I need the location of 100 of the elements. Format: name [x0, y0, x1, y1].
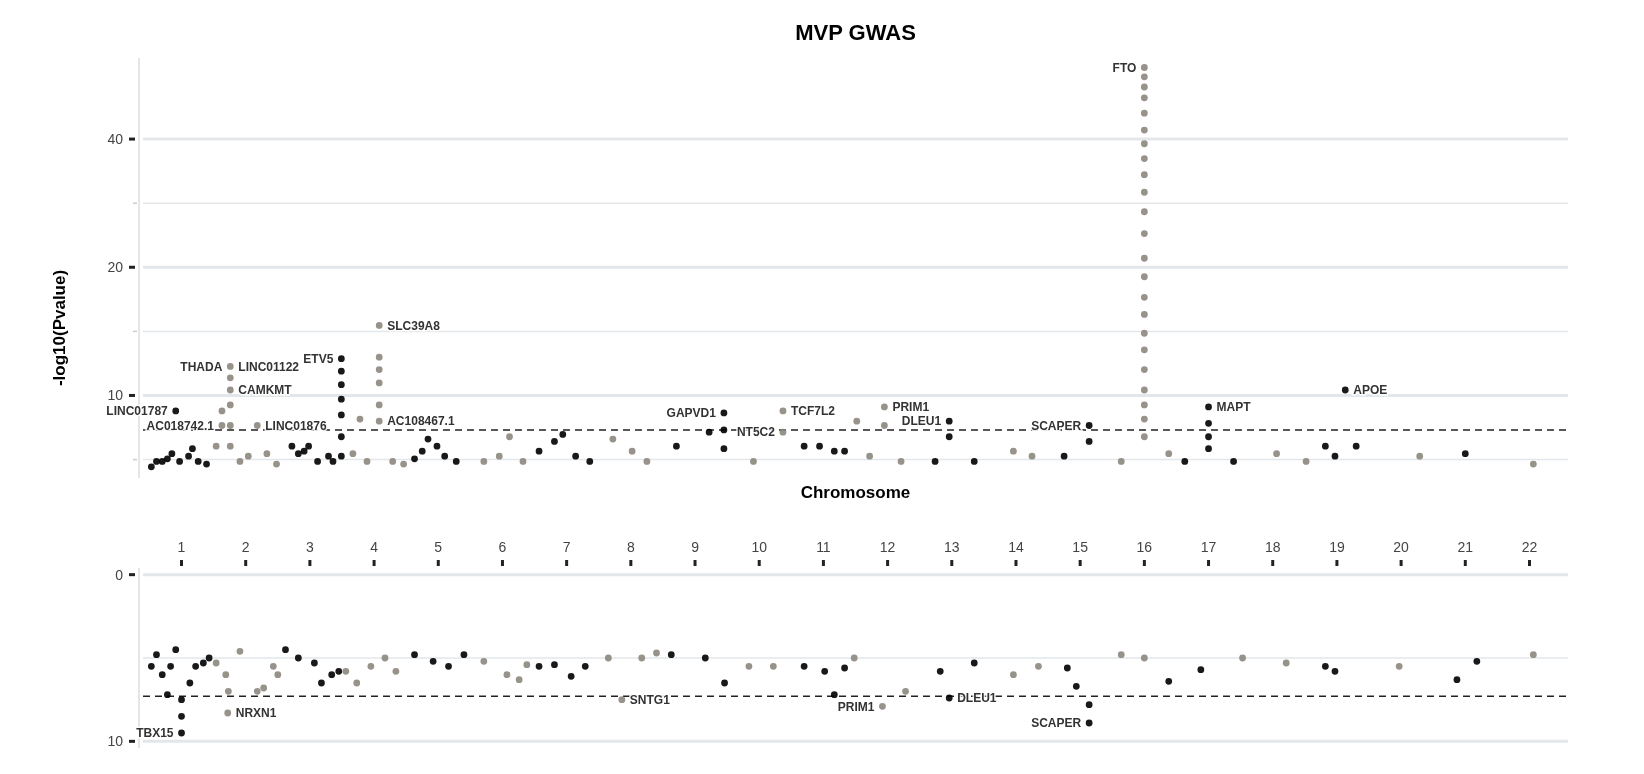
- point: [551, 661, 558, 669]
- x-tick-label: 13: [943, 539, 960, 555]
- point: [353, 679, 361, 687]
- x-axis-title: Chromosome: [800, 483, 911, 502]
- point: [667, 651, 675, 659]
- point: [212, 659, 220, 667]
- point: [1035, 662, 1042, 670]
- x-tick-label: 21: [1457, 539, 1474, 555]
- y-tick-label: 40: [107, 130, 124, 147]
- x-tick-label: 15: [1072, 539, 1089, 555]
- point: [1010, 671, 1017, 679]
- annotation: ETV5: [303, 351, 334, 366]
- x-tick-label: 10: [751, 539, 768, 555]
- point: [769, 662, 777, 670]
- point: [224, 709, 232, 717]
- point: [721, 679, 728, 687]
- point: [147, 662, 155, 670]
- point: [172, 646, 180, 654]
- annotation: CAMKMT: [238, 383, 293, 398]
- point: [411, 651, 418, 659]
- point: [480, 657, 488, 665]
- x-tick-label: 18: [1264, 539, 1281, 555]
- x-tick-label: 17: [1200, 539, 1217, 555]
- point: [236, 647, 244, 655]
- point: [274, 671, 282, 679]
- annotation: DLEU1: [901, 414, 942, 429]
- point: [429, 657, 437, 665]
- point: [167, 662, 174, 670]
- chart-title: MVP GWAS: [795, 20, 916, 45]
- y-tick-label: 0: [115, 566, 124, 583]
- point: [178, 696, 185, 704]
- annotation: LINC01122: [238, 359, 300, 374]
- annotation: LINC01787: [106, 404, 169, 419]
- point: [653, 649, 660, 657]
- x-tick-label: 6: [498, 539, 507, 555]
- point: [701, 654, 709, 662]
- point: [567, 672, 575, 680]
- x-tick-label: 9: [691, 539, 700, 555]
- point: [294, 654, 302, 662]
- point: [879, 702, 886, 710]
- annotation: SNTG1: [629, 692, 671, 707]
- point: [535, 662, 543, 670]
- point: [1063, 664, 1071, 672]
- x-tick-label: 3: [305, 539, 314, 555]
- x-tick-label: 5: [434, 539, 443, 555]
- point: [342, 667, 350, 675]
- annotation: SLC39A8: [387, 318, 441, 333]
- point: [821, 667, 829, 675]
- point: [318, 679, 325, 687]
- point: [1453, 676, 1461, 684]
- point: [1321, 662, 1329, 670]
- x-tick-label: 22: [1521, 539, 1538, 555]
- point: [158, 671, 166, 679]
- x-tick-label: 2: [241, 539, 250, 555]
- point: [186, 679, 194, 687]
- point: [936, 667, 944, 675]
- point: [1395, 662, 1403, 670]
- y-tick-label: 10: [107, 387, 124, 404]
- point: [260, 684, 268, 692]
- point: [604, 654, 612, 662]
- annotation: PRIM1: [892, 400, 930, 415]
- point: [163, 691, 171, 699]
- point: [1165, 677, 1173, 685]
- x-tick-label: 7: [562, 539, 571, 555]
- point: [945, 694, 953, 702]
- x-tick-label: 19: [1329, 539, 1345, 555]
- x-tick-label: 14: [1008, 539, 1024, 555]
- point: [392, 667, 400, 675]
- point: [1197, 666, 1205, 674]
- y-tick-label: 20: [107, 259, 124, 276]
- point: [1529, 651, 1537, 659]
- point: [1473, 657, 1481, 665]
- point: [841, 664, 848, 672]
- point: [745, 662, 753, 670]
- point: [1239, 654, 1246, 662]
- point: [445, 662, 452, 670]
- point: [153, 651, 160, 659]
- x-tick-label: 8: [626, 539, 635, 555]
- annotation: MAPT: [1216, 400, 1252, 415]
- point: [381, 654, 389, 662]
- point: [581, 662, 589, 670]
- point: [1085, 701, 1093, 709]
- annotation: AC108467.1: [387, 414, 455, 429]
- x-tick-label: 1: [177, 539, 186, 555]
- point: [618, 696, 626, 704]
- point: [178, 712, 185, 720]
- y-tick-label: 10: [107, 733, 124, 750]
- point: [902, 687, 909, 695]
- point: [638, 654, 646, 662]
- point: [253, 687, 261, 695]
- annotation: GAPVD1: [666, 406, 717, 421]
- point: [1085, 719, 1093, 727]
- annotation: DLEU1: [957, 691, 997, 706]
- point: [205, 654, 213, 662]
- point: [328, 671, 336, 679]
- point: [970, 659, 978, 667]
- point: [850, 654, 858, 662]
- point: [335, 667, 343, 675]
- annotation: THADA: [180, 359, 223, 374]
- annotation: APOE: [1353, 383, 1388, 398]
